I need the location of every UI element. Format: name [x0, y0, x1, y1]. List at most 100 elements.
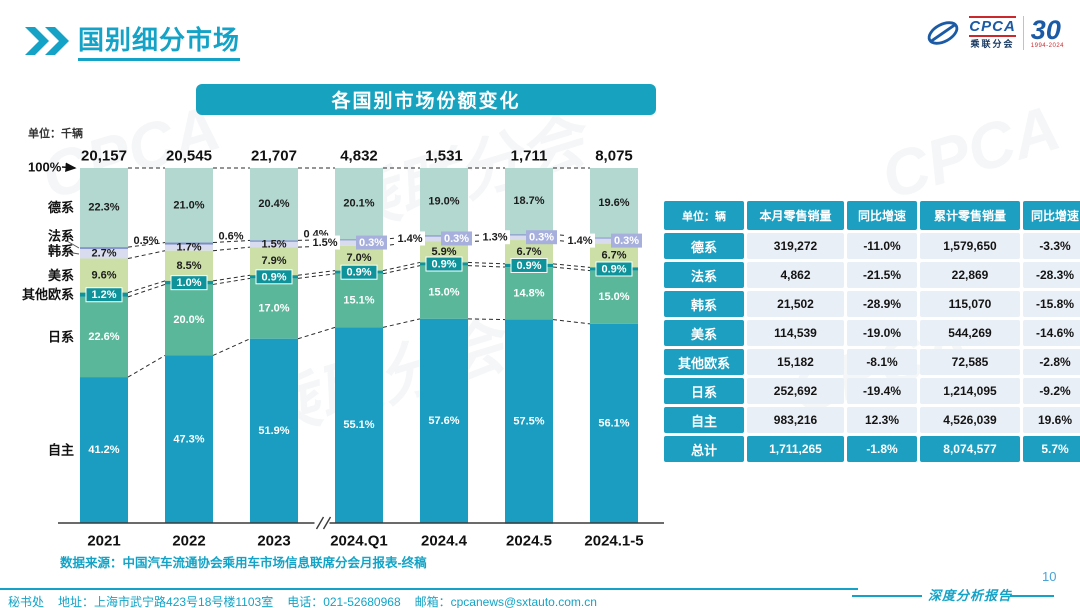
connector-line: [467, 318, 506, 321]
korean-label-bg: [479, 230, 510, 245]
table-cell: 1,214,095: [920, 378, 1020, 404]
bar-segment: [335, 327, 383, 523]
table-cell: -21.5%: [847, 262, 917, 288]
korean-label-bg: [564, 233, 595, 248]
bar-total-label: 1,531: [425, 148, 463, 165]
x-axis-label: 2022: [172, 533, 205, 550]
table-row: 自主 983,216 12.3% 4,526,039 19.6%: [664, 407, 1080, 433]
stacked-bar-chart: 22.3% 0.5% 2.7% 9.6% 1.2% 22.6% 41.2% 20,157 202…: [22, 126, 664, 550]
korean-label-bg: [394, 231, 425, 246]
footer-address: 地址：上海市武宁路423号18号楼1103室: [58, 595, 274, 608]
other-euro-badge: [425, 256, 463, 272]
table-cell: 19.6%: [1023, 407, 1080, 433]
table-col-header: 累计零售销量: [920, 201, 1020, 230]
double-chevron-icon: [25, 26, 69, 55]
x-axis-label: 2024.1-5: [584, 533, 643, 550]
segment-label: 1.4%: [397, 233, 422, 245]
table-cell: 15,182: [747, 349, 844, 375]
connector-line: [127, 283, 166, 298]
connector-line: [127, 355, 166, 378]
bar-segment: [165, 355, 213, 524]
x-axis-label: 2021: [87, 533, 120, 550]
segment-label: 15.0%: [598, 291, 629, 303]
segment-label: 0.3%: [614, 235, 639, 247]
cpca-wordmark: CPCA: [969, 16, 1016, 37]
connector-line: [212, 274, 251, 282]
section-title: 各国别市场份额变化: [331, 91, 521, 112]
segment-label: 0.3%: [359, 237, 384, 249]
bar-total-label: 21,707: [251, 148, 297, 165]
bar-total-label: 1,711: [511, 148, 548, 165]
cpca-swoosh-icon: [927, 21, 959, 45]
table-cell: -9.2%: [1023, 378, 1080, 404]
table-cell: 115,070: [920, 291, 1020, 317]
bar-segment: [420, 318, 468, 524]
other-euro-badge: [595, 261, 633, 277]
table-row-label: 总计: [664, 436, 744, 462]
bar-segment: [250, 240, 298, 242]
connector-line: [297, 273, 336, 279]
x-axis-label: 2024.4: [421, 533, 468, 550]
connector-line: [127, 280, 166, 294]
segment-label: 57.6%: [428, 415, 459, 427]
segment-label: 56.1%: [598, 417, 629, 429]
series-label: 其他欧系: [22, 287, 74, 302]
cpca-subtitle: 乘联分会: [970, 39, 1015, 49]
table-cell: -15.8%: [1023, 291, 1080, 317]
segment-label: 47.3%: [173, 433, 204, 445]
bar-total-label: 8,075: [595, 148, 633, 165]
section-title-bar: 各国别市场份额变化: [196, 84, 656, 115]
table-cell: -19.0%: [847, 320, 917, 346]
series-label: 美系: [48, 268, 74, 283]
bar-segment: [505, 319, 553, 524]
bar-segment: [250, 278, 298, 339]
segment-label: 1.5%: [261, 239, 286, 251]
table-row: 总计 1,711,265 -1.8% 8,074,577 5.7%: [664, 436, 1080, 462]
segment-label: 0.3%: [444, 233, 469, 245]
segment-label: 9.6%: [91, 270, 116, 282]
cpca-logo: CPCA 乘联分会 30 1994-2024: [924, 16, 1064, 50]
table-row-label: 德系: [664, 233, 744, 259]
table-cell: 114,539: [747, 320, 844, 346]
bar-segment: [505, 240, 553, 264]
bar-segment: [80, 296, 128, 378]
segment-label: 1.4%: [567, 235, 592, 247]
table-cell: 983,216: [747, 407, 844, 433]
table-cell: 252,692: [747, 378, 844, 404]
segment-label: 0.9%: [261, 271, 286, 283]
segment-label: 0.9%: [516, 260, 541, 272]
connector-line: [212, 277, 251, 285]
bar-segment: [250, 241, 298, 248]
korean-label-bg: [309, 235, 340, 250]
table-cell: -8.1%: [847, 349, 917, 375]
connector-line: [552, 266, 591, 272]
table-cell: -28.9%: [847, 291, 917, 317]
table-row-label: 其他欧系: [664, 349, 744, 375]
table-col-header: 本月零售销量: [747, 201, 844, 230]
bar-total-label: 20,157: [81, 148, 127, 165]
segment-label: 20.4%: [258, 198, 289, 210]
french-badge: [526, 230, 557, 245]
pointer-line: [66, 251, 80, 255]
bar-segment: [80, 377, 128, 524]
french-callout-label: 0.6%: [218, 231, 243, 243]
connector-line: [382, 261, 421, 272]
series-label: 自主: [48, 443, 74, 458]
segment-label: 2.7%: [91, 248, 116, 260]
table-row: 德系 319,272 -11.0% 1,579,650 -3.3%: [664, 233, 1080, 259]
segment-label: 7.0%: [346, 252, 371, 264]
segment-label: 1.7%: [176, 242, 201, 254]
table-cell: 21,502: [747, 291, 844, 317]
series-label: 韩系: [48, 244, 74, 259]
bar-total-label: 20,545: [166, 148, 212, 165]
bar-segment: [590, 270, 638, 324]
segment-label: 17.0%: [258, 303, 289, 315]
table-row-label: 日系: [664, 378, 744, 404]
bar-segment: [250, 168, 298, 241]
segment-label: 41.2%: [88, 444, 119, 456]
french-callout-label: 0.5%: [133, 235, 158, 247]
anniversary-30: 30: [1030, 15, 1061, 45]
segment-label: 22.3%: [88, 202, 119, 214]
table-cell: 5.7%: [1023, 436, 1080, 462]
